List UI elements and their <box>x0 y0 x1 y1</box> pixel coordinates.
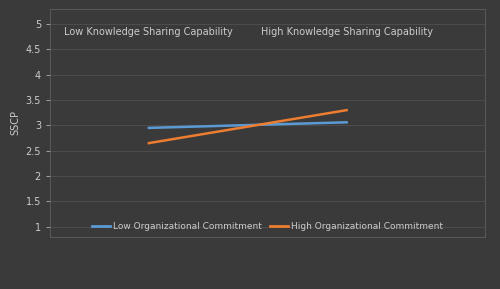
Text: Low Knowledge Sharing Capability: Low Knowledge Sharing Capability <box>64 27 233 37</box>
Y-axis label: SSCP: SSCP <box>10 110 20 135</box>
Legend: Low Organizational Commitment, High Organizational Commitment: Low Organizational Commitment, High Orga… <box>88 218 447 235</box>
Text: High Knowledge Sharing Capability: High Knowledge Sharing Capability <box>260 27 432 37</box>
